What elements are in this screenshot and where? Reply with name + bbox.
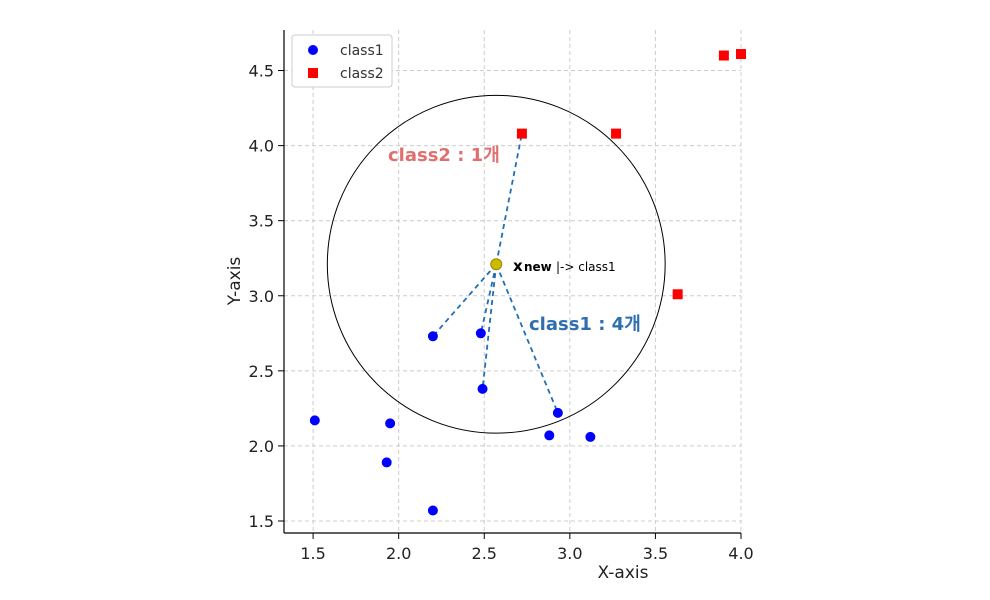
xnew-subscript: new (524, 260, 552, 274)
y-tick-label: 1.5 (249, 512, 274, 531)
class1-count-annotation: class1 : 4개 (529, 314, 641, 335)
class1-point (544, 430, 555, 441)
class1-point (477, 383, 488, 394)
legend: class1 class2 (291, 34, 393, 88)
neighbor-lines (432, 133, 559, 414)
class1-point (552, 407, 563, 418)
neighbor-line (495, 263, 559, 414)
y-tick-label: 2.5 (249, 362, 274, 381)
y-tick-label: 3.0 (249, 287, 274, 306)
x-tick-label: 3.0 (557, 544, 582, 563)
query-point (490, 258, 503, 271)
x-tick-label: 2.5 (472, 544, 497, 563)
xnew-annotation: x new |-> class1 (513, 257, 616, 275)
x-tick-label: 2.0 (386, 544, 411, 563)
legend-class1-marker (308, 45, 318, 55)
legend-class1-label: class1 (340, 43, 384, 59)
class1-point (385, 418, 396, 429)
axes: 1.5 2.0 2.5 3.0 3.5 4.0 1.5 2.0 2.5 3.0 3.5 4.0 4.5 (249, 30, 754, 563)
x-tick-label: 3.5 (643, 544, 668, 563)
y-tick-label: 4.5 (249, 62, 274, 81)
xnew-label: x (513, 257, 523, 275)
x-tick-label: 4.0 (728, 544, 753, 563)
class1-point (427, 331, 438, 342)
y-tick-label: 3.5 (249, 212, 274, 231)
radius-circle-layer (326, 94, 666, 434)
neighbor-line (481, 264, 498, 389)
legend-class2-label: class2 (340, 66, 384, 82)
y-tick-label: 4.0 (249, 137, 274, 156)
class2-point (718, 50, 729, 61)
class1-point (585, 431, 596, 442)
class1-point (427, 505, 438, 516)
class2-point (736, 49, 746, 60)
grid (284, 30, 742, 533)
class2-point (672, 289, 683, 300)
y-axis-title: Y-axis (225, 257, 245, 307)
x-tick-label: 1.5 (300, 544, 325, 563)
x-axis-title: X-axis (598, 563, 649, 583)
radius-circle (326, 94, 666, 434)
class2-point (516, 128, 527, 139)
class1-point (309, 415, 320, 426)
data-points (309, 49, 746, 516)
neighbor-line (479, 264, 498, 334)
xnew-arrow-text: |-> class1 (556, 260, 616, 274)
class1-point (475, 328, 486, 339)
class2-count-annotation: class2 : 1개 (388, 145, 500, 166)
neighbor-line (495, 133, 523, 265)
y-tick-label: 2.0 (249, 437, 274, 456)
class1-point (381, 457, 392, 468)
neighbor-line (432, 263, 497, 337)
class2-point (611, 128, 622, 139)
legend-class2-marker (308, 68, 318, 78)
